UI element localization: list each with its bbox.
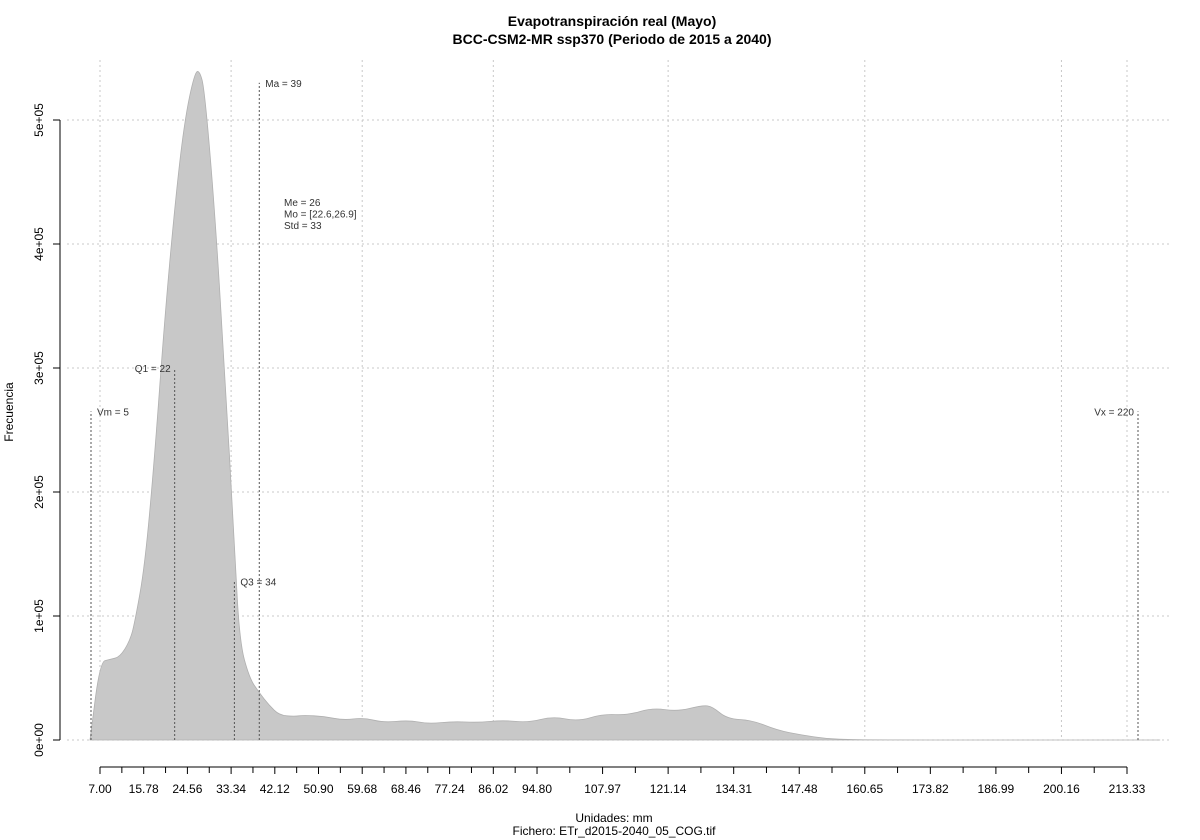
- x-tick-label-12: 121.14: [650, 782, 687, 796]
- stat-line-2: Std = 33: [284, 221, 322, 232]
- x-tick-label-9: 86.02: [478, 782, 508, 796]
- x-tick-label-5: 50.90: [303, 782, 333, 796]
- x-tick-label-15: 160.65: [846, 782, 883, 796]
- chart-title: Evapotranspiración real (Mayo): [508, 13, 717, 29]
- y-tick-label-5: 5e+05: [32, 103, 46, 137]
- chart-subtitle: BCC-CSM2-MR ssp370 (Periodo de 2015 a 20…: [453, 31, 772, 47]
- x-tick-label-4: 42.12: [260, 782, 290, 796]
- y-axis-label: Frecuencia: [2, 382, 16, 442]
- grid-lines: [67, 60, 1170, 741]
- x-axis-label: Unidades: mm: [575, 811, 652, 825]
- y-tick-label-0: 0e+00: [32, 723, 46, 757]
- stat-line-1: Mo = [22.6,26.9]: [284, 210, 357, 221]
- y-tick-label-4: 4e+05: [32, 227, 46, 261]
- x-tick-label-19: 213.33: [1109, 782, 1146, 796]
- file-footer: Fichero: ETr_d2015-2040_05_COG.tif: [513, 824, 717, 838]
- x-tick-label-13: 134.31: [715, 782, 752, 796]
- density-area: [89, 71, 1161, 741]
- x-tick-label-8: 77.24: [435, 782, 465, 796]
- x-axis: 7.00 15.78 24.56 33.34 42.12 50.90 59.68 68.46 7…: [88, 766, 1146, 796]
- annotation-labels: Vm = 5 Q1 = 22 Q3 = 34 Ma = 39 Vx = 220: [97, 79, 1134, 588]
- y-axis: 0e+00 1e+05 2e+05 3e+05 4e+05 5e+05: [32, 103, 61, 757]
- annotation-label-4: Vx = 220: [1094, 407, 1134, 418]
- x-tick-label-2: 24.56: [172, 782, 202, 796]
- x-tick-label-6: 59.68: [347, 782, 377, 796]
- x-tick-label-11: 107.97: [584, 782, 621, 796]
- x-tick-label-7: 68.46: [391, 782, 421, 796]
- y-tick-label-2: 2e+05: [32, 475, 46, 509]
- x-tick-label-3: 33.34: [216, 782, 246, 796]
- y-tick-label-3: 3e+05: [32, 351, 46, 385]
- x-tick-label-16: 173.82: [912, 782, 949, 796]
- x-tick-label-17: 186.99: [978, 782, 1015, 796]
- x-tick-label-14: 147.48: [781, 782, 818, 796]
- x-tick-label-1: 15.78: [129, 782, 159, 796]
- annotation-lines: [90, 82, 1139, 740]
- annotation-label-0: Vm = 5: [97, 407, 129, 418]
- stat-line-0: Me = 26: [284, 198, 321, 209]
- x-tick-label-18: 200.16: [1043, 782, 1080, 796]
- y-tick-label-1: 1e+05: [32, 599, 46, 633]
- annotation-label-2: Q3 = 34: [240, 577, 276, 588]
- annotation-label-3: Ma = 39: [265, 79, 302, 90]
- annotation-label-1: Q1 = 22: [135, 364, 171, 375]
- x-tick-label-10: 94.80: [522, 782, 552, 796]
- x-tick-label-0: 7.00: [88, 782, 112, 796]
- density-area-path: [89, 71, 1161, 741]
